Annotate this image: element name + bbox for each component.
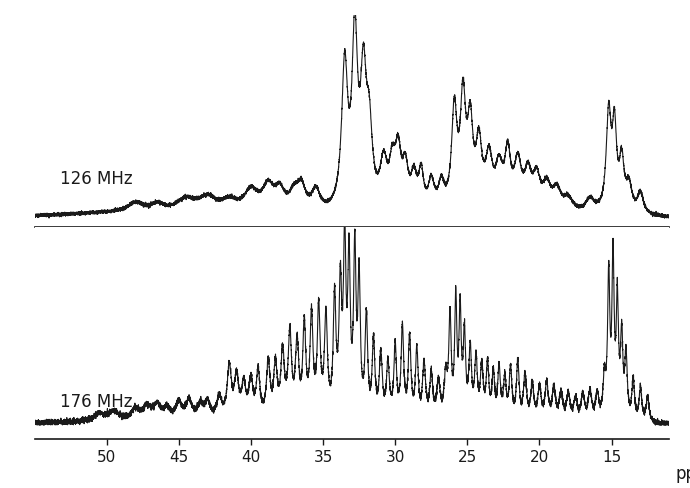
- Text: 126 MHz: 126 MHz: [60, 170, 132, 188]
- Text: 176 MHz: 176 MHz: [60, 393, 132, 411]
- Text: ppm: ppm: [676, 465, 690, 483]
